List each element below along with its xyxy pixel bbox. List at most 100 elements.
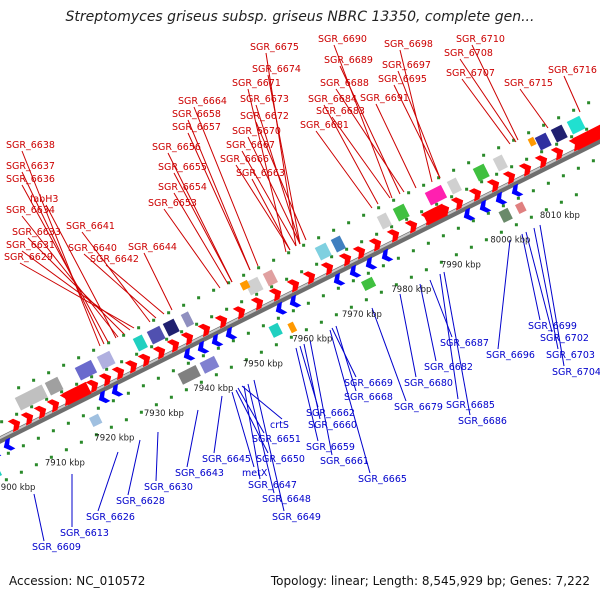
forward-gene-arrow: [250, 297, 264, 311]
top-gene-label: SGR_6640: [68, 243, 117, 254]
tick-mark: [6, 451, 10, 455]
bottom-leader-line: [155, 431, 159, 482]
top-gene-label: SGR_6708: [444, 48, 493, 59]
reverse-gene-arrow: [381, 248, 394, 262]
bottom-leader-line: [303, 343, 321, 420]
annotation-block-shape: [268, 322, 283, 338]
top-gene-label: SGR_6663: [236, 168, 285, 179]
top-leader-line: [173, 192, 229, 285]
bottom-gene-label: SGR_6647: [248, 480, 297, 491]
tick-mark: [336, 286, 340, 290]
tick-mark: [274, 343, 278, 347]
forward-gene-arrow-shape: [534, 155, 548, 169]
annotation-block: [527, 136, 537, 147]
reverse-gene-arrow: [0, 444, 2, 458]
top-gene-label: SGR_6688: [320, 78, 369, 89]
annotation-block: [180, 311, 195, 328]
tick-mark: [531, 189, 535, 193]
reverse-gene-arrow-shape: [225, 326, 238, 340]
top-leader-line: [339, 65, 401, 195]
tick-mark: [227, 281, 231, 285]
bottom-leader-line: [525, 231, 553, 333]
gene-labels: SGR_6675 SGR_6674 SGR_6671 SGR_6673 SGR_6664…: [4, 34, 600, 553]
forward-gene-arrow-shape: [550, 147, 564, 161]
forward-gene-block-shape: [572, 120, 600, 151]
annotation-block: [376, 212, 392, 230]
top-gene-label: SGR_6644: [128, 242, 177, 253]
map-title: Streptomyces griseus subsp. griseus NBRC…: [65, 9, 535, 25]
tick-mark: [540, 150, 544, 154]
forward-gene-arrow-shape: [180, 332, 194, 346]
top-leader-line: [193, 106, 259, 267]
forward-gene-arrow: [152, 346, 166, 360]
bottom-gene-label: SGR_6609: [32, 542, 81, 553]
tick-mark: [111, 399, 115, 403]
top-gene-label: SGR_6638: [6, 140, 55, 151]
top-leader-line: [105, 264, 165, 315]
reverse-gene-arrow: [183, 347, 196, 361]
bottom-gene-label: SGR_6699: [528, 321, 577, 332]
tick-mark: [512, 138, 516, 142]
tick-mark: [287, 251, 291, 255]
tick-mark: [467, 161, 471, 165]
forward-gene-block: [572, 120, 600, 151]
forward-gene-block: [62, 381, 92, 406]
top-leader-line: [265, 52, 297, 247]
bottom-leader-line: [247, 383, 275, 494]
annotation-block-shape: [514, 201, 527, 215]
tick-mark: [229, 365, 233, 369]
tick-mark: [452, 168, 456, 172]
tick-mark: [405, 217, 409, 221]
annotation-block-shape: [392, 203, 410, 222]
forward-gene-arrow-shape: [352, 246, 366, 260]
bottom-gene-label: crtS: [270, 420, 289, 431]
annotation-block: [44, 376, 64, 396]
tick-mark: [422, 183, 426, 187]
top-gene-label: SGR_6631: [6, 240, 55, 251]
forward-gene-arrow-shape: [111, 366, 125, 381]
tick-mark: [141, 384, 145, 388]
top-gene-label: SGR_6673: [240, 94, 289, 105]
top-leader-line: [235, 164, 291, 251]
bottom-leader-line: [399, 293, 417, 378]
tick-mark: [94, 433, 98, 437]
annotation-block-shape: [534, 132, 552, 151]
annotation-block-shape: [314, 242, 332, 261]
tick-mark: [306, 301, 310, 305]
tick-mark: [304, 328, 308, 332]
top-gene-label: SGR_6666: [220, 154, 269, 165]
reverse-gene-arrow: [289, 294, 302, 308]
forward-gene-arrow-shape: [450, 197, 464, 211]
tick-mark: [300, 270, 304, 274]
forward-gene-arrow: [502, 171, 516, 185]
bottom-leader-line: [295, 347, 319, 442]
reverse-gene-arrow-shape: [197, 340, 210, 354]
tick-mark: [45, 397, 49, 401]
tick-mark: [75, 382, 79, 386]
reverse-gene-arrow-shape: [333, 272, 346, 286]
annotation-block-shape: [244, 276, 264, 296]
top-leader-line: [335, 88, 405, 193]
tick-mark: [561, 174, 565, 178]
top-gene-label: SGR_6681: [300, 120, 349, 131]
tick-mark: [92, 348, 96, 352]
annotation-block: [472, 163, 490, 182]
top-leader-line: [315, 130, 373, 209]
forward-gene-arrow: [98, 373, 112, 387]
forward-gene-arrow: [180, 332, 194, 346]
forward-gene-arrow-shape: [98, 373, 112, 387]
top-gene-label: SGR_6689: [324, 55, 373, 66]
tick-mark: [525, 157, 529, 161]
reverse-gene-arrow-shape: [3, 437, 16, 451]
top-leader-line: [247, 88, 287, 253]
bottom-gene-label: SGR_6662: [306, 408, 355, 419]
top-gene-label: SGR_6637: [6, 161, 55, 172]
annotation-block: [74, 359, 98, 381]
tick-mark: [484, 238, 488, 242]
top-leader-line: [461, 78, 511, 145]
top-leader-line: [21, 171, 105, 345]
annotation-block-shape: [199, 355, 220, 374]
tick-mark: [366, 271, 370, 275]
tick-mark: [96, 406, 100, 410]
annotation-block-shape: [550, 124, 568, 143]
